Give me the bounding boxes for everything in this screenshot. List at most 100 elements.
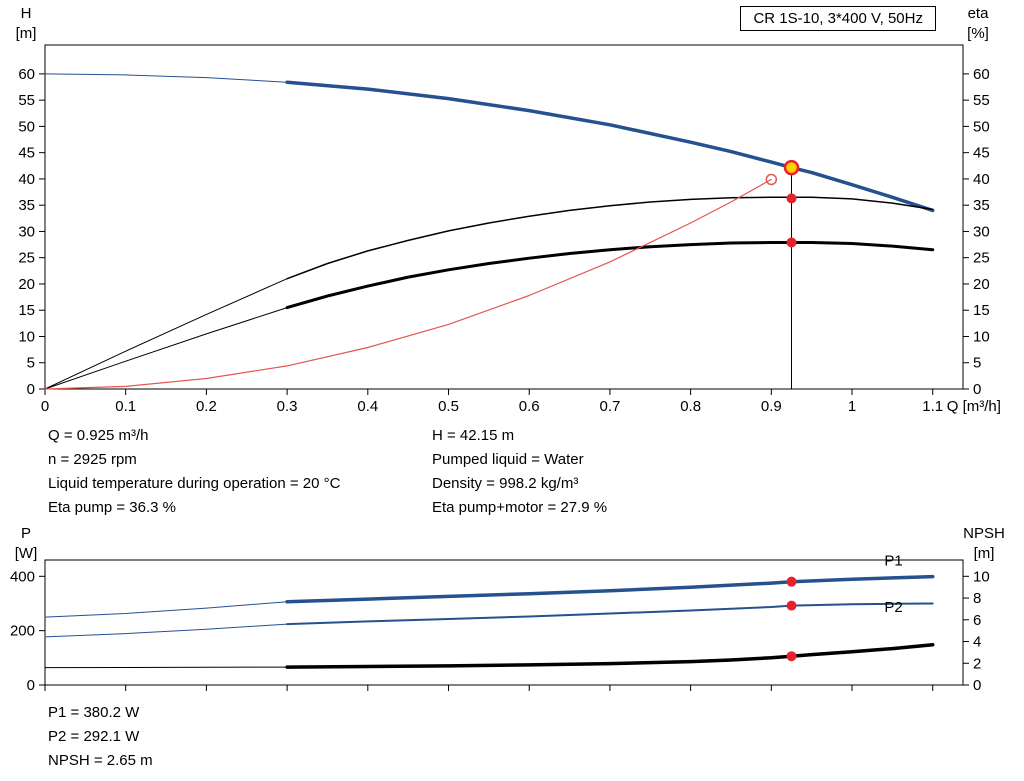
- y-left-tick-label: 60: [18, 66, 35, 83]
- p-axis-unit: [W]: [14, 545, 38, 562]
- y-left-tick-label: 25: [18, 250, 35, 267]
- x-tick-label: 0: [41, 398, 49, 415]
- eta-axis-unit: [%]: [967, 25, 989, 42]
- eta-pump-line: Eta pump = 36.3 %: [48, 499, 176, 516]
- y-right-tick-label: 8: [973, 590, 981, 607]
- npsh-axis-symbol: NPSH: [963, 525, 1005, 542]
- series-eta-pump-motor-lead: [44, 307, 288, 390]
- series-npsh-lead: [44, 666, 288, 669]
- p1-duty-marker: [786, 576, 797, 587]
- x-tick-label: 1: [848, 398, 856, 415]
- x-tick-label: 0.4: [357, 398, 378, 415]
- duty-info-left: Q = 0.925 m³/h n = 2925 rpm Liquid tempe…: [48, 424, 340, 520]
- y-right-tick-label: 10: [973, 328, 990, 345]
- x-tick-label: 1.1: [922, 398, 943, 415]
- power-npsh-chart: 0 200 400 0 2 4 6 8 10 P1 P2: [10, 552, 990, 694]
- npsh-axis-unit: [m]: [973, 545, 995, 562]
- eta-pump-duty-marker: [786, 193, 797, 204]
- series-head-lead: [44, 73, 288, 83]
- x-tick-label: 0.3: [277, 398, 298, 415]
- p1-curve-label: P1: [884, 552, 902, 569]
- x-tick-label: 0.1: [115, 398, 136, 415]
- y-right-tick-label: 4: [973, 634, 981, 651]
- y-left-tick-label: 45: [18, 145, 35, 162]
- series-npsh: [285, 643, 935, 669]
- eta-axis-label: eta [%]: [948, 4, 1008, 44]
- y-left-tick-label: 20: [18, 276, 35, 293]
- duty-info-right: H = 42.15 m Pumped liquid = Water Densit…: [432, 424, 607, 520]
- y-right-tick-label: 55: [973, 92, 990, 109]
- x-tick-label: 0.6: [519, 398, 540, 415]
- eta-axis-symbol: eta: [967, 5, 989, 22]
- p2-value-line: P2 = 292.1 W: [48, 728, 140, 745]
- y-right-tick-label: 20: [973, 276, 990, 293]
- series-p1: [285, 574, 935, 604]
- y-right-tick-label: 15: [973, 302, 990, 319]
- y-right-tick-label: 10: [973, 568, 990, 585]
- p2-curve-label: P2: [884, 599, 902, 616]
- qh-eta-chart: 0 0.1 0.2 0.3 0.4 0.5 0.6 0.7 0.8 0.9 1 1.1 Q [m³/h]…: [18, 44, 1001, 415]
- series-eta-pump-lead: [44, 278, 288, 390]
- npsh-value-line: NPSH = 2.65 m: [48, 752, 153, 769]
- power-info: P1 = 380.2 W P2 = 292.1 W NPSH = 2.65 m: [48, 701, 153, 773]
- pump-model-box: CR 1S-10, 3*400 V, 50Hz: [740, 6, 936, 31]
- y-right-tick-label: 0: [973, 677, 981, 694]
- series-p2: [286, 602, 934, 626]
- y-left-tick-label: 55: [18, 92, 35, 109]
- y-right-tick-label: 60: [973, 66, 990, 83]
- x-tick-label: 0.7: [599, 398, 620, 415]
- y-left-tick-label: 35: [18, 197, 35, 214]
- y-right-tick-label: 40: [973, 171, 990, 188]
- y-right-tick-label: 0: [973, 381, 981, 398]
- pumped-liquid-line: Pumped liquid = Water: [432, 451, 584, 468]
- p-axis-symbol: P: [20, 525, 31, 542]
- duty-point-marker: [783, 159, 800, 176]
- eta-pump-motor-duty-marker: [786, 237, 797, 248]
- series-head: [285, 80, 935, 213]
- series-p1-lead: [44, 601, 288, 618]
- y-left-tick-label: 10: [18, 328, 35, 345]
- h-axis-label: H [m]: [4, 4, 48, 44]
- series-eta-pump: [286, 196, 934, 280]
- p2-duty-marker: [786, 600, 797, 611]
- eta-pump-motor-line: Eta pump+motor = 27.9 %: [432, 499, 608, 516]
- system-curve-end-marker: [765, 173, 778, 186]
- x-tick-label: 0.2: [196, 398, 217, 415]
- x-tick-label: 0.9: [761, 398, 782, 415]
- y-right-tick-label: 2: [973, 655, 981, 672]
- y-left-tick-label: 50: [18, 118, 35, 135]
- y-left-tick-label: 0: [27, 677, 35, 694]
- p1-value-line: P1 = 380.2 W: [48, 704, 140, 721]
- series-p2-lead: [44, 623, 288, 638]
- y-left-tick-label: 0: [27, 381, 35, 398]
- y-left-tick-label: 200: [10, 623, 35, 640]
- x-axis-title: Q [m³/h]: [947, 398, 1001, 415]
- y-right-tick-label: 30: [973, 223, 990, 240]
- duty-h-line: H = 42.15 m: [432, 427, 515, 444]
- npsh-duty-marker: [786, 651, 797, 662]
- y-right-tick-label: 25: [973, 250, 990, 267]
- series-system-curve: [44, 178, 772, 390]
- y-left-tick-label: 15: [18, 302, 35, 319]
- liquid-temperature-line: Liquid temperature during operation = 20…: [48, 475, 341, 492]
- y-left-tick-label: 40: [18, 171, 35, 188]
- y-right-tick-label: 45: [973, 145, 990, 162]
- duty-speed-line: n = 2925 rpm: [48, 451, 137, 468]
- y-right-tick-label: 5: [973, 355, 981, 372]
- x-tick-label: 0.8: [680, 398, 701, 415]
- duty-q-line: Q = 0.925 m³/h: [48, 427, 149, 444]
- h-axis-symbol: H: [20, 5, 32, 22]
- y-left-tick-label: 30: [18, 223, 35, 240]
- x-tick-label: 0.5: [438, 398, 459, 415]
- density-line: Density = 998.2 kg/m³: [432, 475, 579, 492]
- y-right-tick-label: 50: [973, 118, 990, 135]
- series-eta-pump-motor: [285, 241, 935, 310]
- h-axis-unit: [m]: [15, 25, 37, 42]
- p-axis-label: P [W]: [4, 524, 48, 564]
- y-left-tick-label: 5: [27, 355, 35, 372]
- plot-frame: [44, 559, 964, 686]
- y-right-tick-label: 6: [973, 612, 981, 629]
- plot-frame: [44, 44, 964, 390]
- npsh-axis-label: NPSH [m]: [952, 524, 1016, 564]
